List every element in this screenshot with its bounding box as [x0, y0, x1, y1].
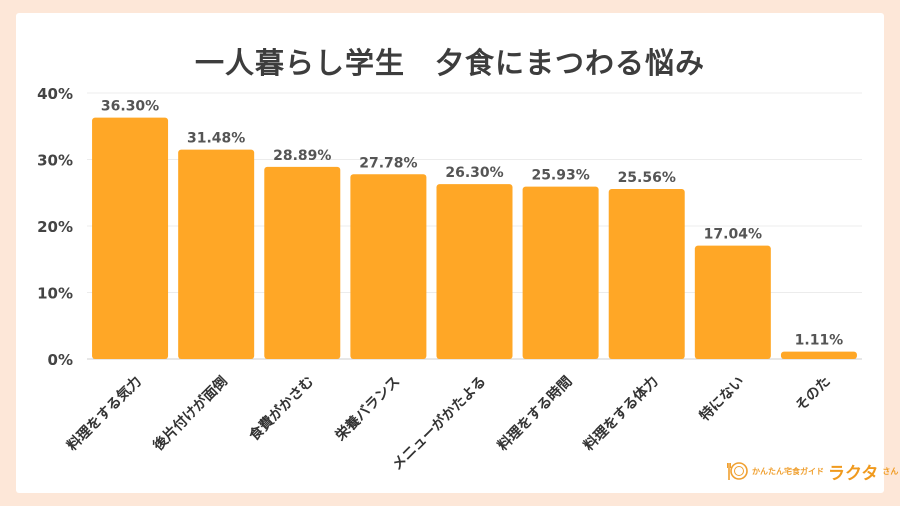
bar-value-label: 31.48%: [187, 131, 245, 147]
bar: [522, 186, 599, 359]
bar: [264, 166, 341, 359]
bar-value-label: 25.93%: [531, 168, 589, 184]
bar: [694, 245, 771, 359]
x-category-label: メニューがかたよる: [388, 373, 489, 474]
bar-value-label: 36.30%: [101, 99, 159, 115]
brand-name: ラクタ: [828, 463, 879, 484]
bar-value-label: 25.56%: [618, 170, 676, 186]
bar-value-label: 1.11%: [795, 333, 844, 349]
chart-title: 一人暮らし学生 夕食にまつわる悩み: [194, 46, 705, 80]
y-tick-label: 40%: [37, 85, 73, 103]
x-category-label: そのた: [793, 374, 834, 415]
x-category-label: 食費がかさむ: [246, 373, 317, 444]
x-category-label: 料理をする気力: [64, 373, 145, 454]
brand-subtitle: かんたん宅食ガイド: [752, 466, 824, 476]
x-category-label: 特にない: [696, 373, 748, 425]
bar-value-label: 26.30%: [445, 165, 503, 181]
y-tick-label: 30%: [37, 152, 73, 170]
bar-value-label: 28.89%: [273, 148, 331, 164]
bar-value-label: 27.78%: [359, 155, 417, 171]
brand-suffix: さん: [882, 466, 899, 476]
bar: [178, 149, 255, 359]
y-tick-label: 0%: [48, 351, 73, 369]
brand-logo: かんたん宅食ガイド ラクタ さん: [726, 458, 898, 484]
x-category-label: 後片付けが面倒: [150, 373, 231, 454]
bar: [350, 174, 427, 359]
bar: [780, 351, 857, 359]
x-category-label: 料理をする体力: [580, 373, 661, 454]
bar: [436, 184, 513, 359]
plate-fork-icon: [727, 462, 748, 480]
y-tick-label: 20%: [37, 218, 73, 236]
bar: [608, 189, 685, 359]
x-category-label: 栄養バランス: [331, 373, 403, 445]
x-category-label: 料理をする時間: [494, 373, 575, 454]
y-tick-label: 10%: [37, 285, 73, 303]
bar-value-label: 17.04%: [704, 227, 762, 243]
bar: [92, 117, 169, 359]
